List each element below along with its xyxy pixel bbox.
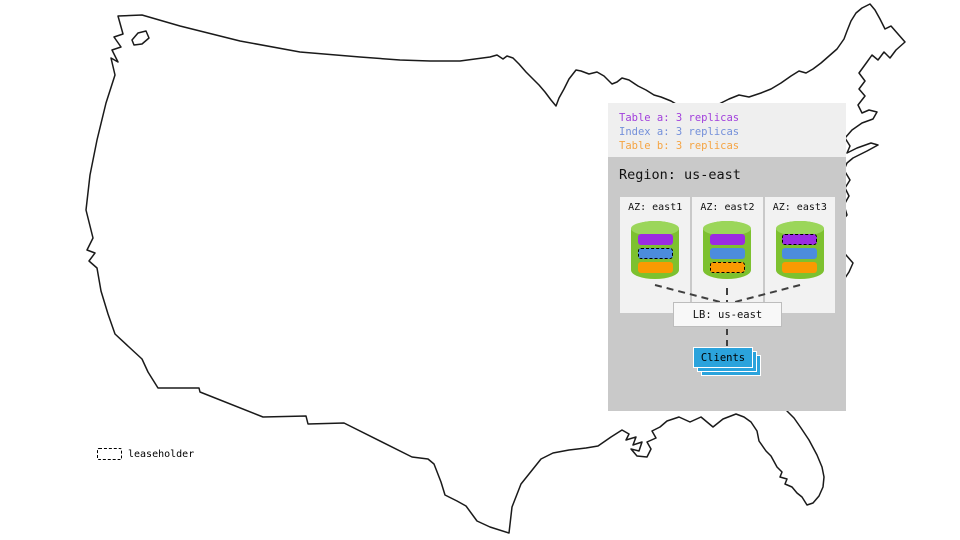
topology-panel: Table a: 3 replicas Index a: 3 replicas … xyxy=(608,103,846,411)
replica-table-b-leaseholder xyxy=(709,262,745,273)
legend-table-b: Table b: 3 replicas xyxy=(619,140,740,152)
clients-stack: Clients xyxy=(693,347,763,378)
legend-index-a: Index a: 3 replicas xyxy=(619,126,740,138)
replica-bars-east3 xyxy=(776,234,824,273)
az-east2-label: AZ: east2 xyxy=(700,202,755,213)
leaseholder-legend: leaseholder xyxy=(97,448,194,460)
lb-label: LB: us-east xyxy=(692,308,763,321)
az-east3-label: AZ: east3 xyxy=(772,202,827,213)
lb-connector-lines xyxy=(654,284,801,304)
az-east1-label: AZ: east1 xyxy=(628,202,683,213)
az-east3: AZ: east3 xyxy=(764,197,835,313)
replica-table-b xyxy=(782,262,818,273)
replica-table-a xyxy=(709,234,745,245)
replica-legend: Table a: 3 replicas Index a: 3 replicas … xyxy=(608,103,846,157)
replica-index-a xyxy=(782,248,818,259)
load-balancer-box: LB: us-east xyxy=(673,302,782,327)
db-cylinder-east1 xyxy=(631,221,680,279)
region-us-east: Region: us-east AZ: east1 AZ: east2 xyxy=(608,157,846,411)
clients-connector-line xyxy=(726,329,728,346)
cylinder-top-ellipse xyxy=(775,221,824,236)
replica-index-a xyxy=(709,248,745,259)
legend-table-a: Table a: 3 replicas xyxy=(619,112,740,124)
cylinder-top-ellipse xyxy=(703,221,752,236)
az-east1: AZ: east1 xyxy=(620,197,691,313)
az-east2: AZ: east2 xyxy=(692,197,763,313)
db-cylinder-east2 xyxy=(703,221,752,279)
clients-box: Clients xyxy=(693,347,753,368)
db-cylinder-east3 xyxy=(775,221,824,279)
replica-table-a xyxy=(637,234,673,245)
replica-table-b xyxy=(637,262,673,273)
leaseholder-swatch-icon xyxy=(97,448,122,460)
replica-table-a-leaseholder xyxy=(782,234,818,245)
replica-bars-east2 xyxy=(703,234,751,273)
leaseholder-label: leaseholder xyxy=(128,448,195,460)
puget-sound-island xyxy=(131,30,150,46)
clients-label: Clients xyxy=(700,351,746,364)
region-title: Region: us-east xyxy=(619,167,741,183)
replica-bars-east1 xyxy=(631,234,679,273)
cylinder-top-ellipse xyxy=(631,221,680,236)
az-row: AZ: east1 AZ: east2 AZ: east3 xyxy=(620,197,835,313)
replica-index-a-leaseholder xyxy=(637,248,673,259)
